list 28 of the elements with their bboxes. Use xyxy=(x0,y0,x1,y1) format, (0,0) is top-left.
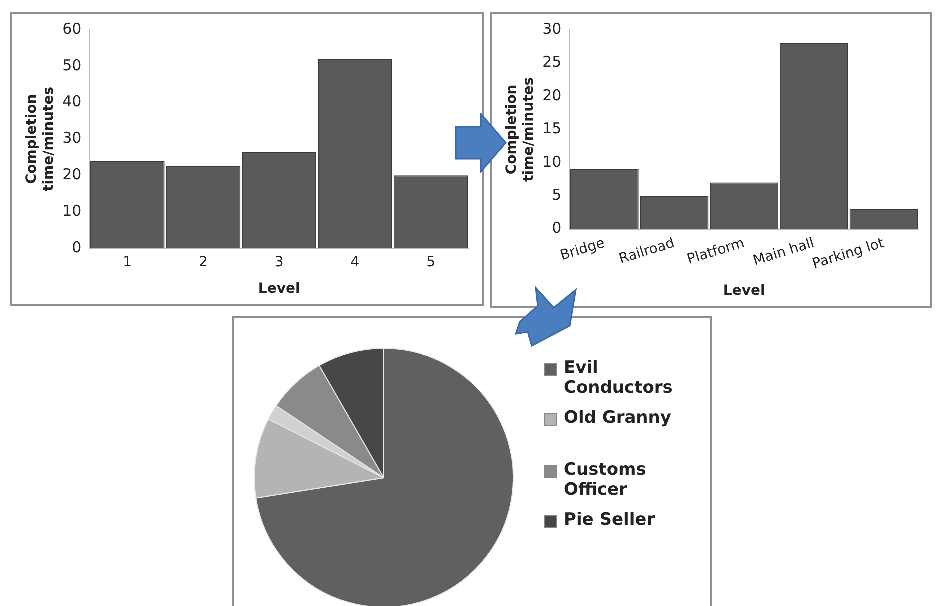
x-tick-label: 3 xyxy=(274,254,284,270)
legend-label: Old Granny xyxy=(564,408,672,428)
x-tick-label: 2 xyxy=(199,254,208,270)
y-axis-title: Completion time/minutes xyxy=(504,77,537,182)
x-tick-label: 4 xyxy=(350,254,360,270)
x-tick-label: 5 xyxy=(426,254,436,270)
legend-label: Pie Seller xyxy=(564,510,656,530)
y-tick-label: 25 xyxy=(542,53,562,72)
x-tick-label: Bridge xyxy=(558,235,607,264)
y-tick-label: 30 xyxy=(62,129,82,148)
y-tick-label: 10 xyxy=(62,202,82,220)
x-tick-label: 1 xyxy=(123,254,132,270)
legend-label: Evil Conductors xyxy=(564,358,674,398)
y-tick-label: 30 xyxy=(542,20,562,38)
y-tick-label: 5 xyxy=(552,186,562,204)
y-tick-label: 60 xyxy=(62,20,82,38)
y-tick-label: 50 xyxy=(62,56,82,74)
x-axis-title: Level xyxy=(723,283,766,300)
y-tick-label: 20 xyxy=(62,165,82,184)
y-tick-label: 20 xyxy=(542,86,562,104)
y-tick-label: 0 xyxy=(552,219,562,238)
y-tick-label: 15 xyxy=(542,120,562,138)
y-tick-label: 10 xyxy=(542,152,562,171)
y-tick-label: 40 xyxy=(62,92,82,111)
legend-label: Customs Officer xyxy=(564,460,648,500)
y-tick-label: 0 xyxy=(72,238,82,256)
y-axis-title: Completion time/minutes xyxy=(24,86,57,192)
x-axis-title: Level xyxy=(258,281,300,298)
